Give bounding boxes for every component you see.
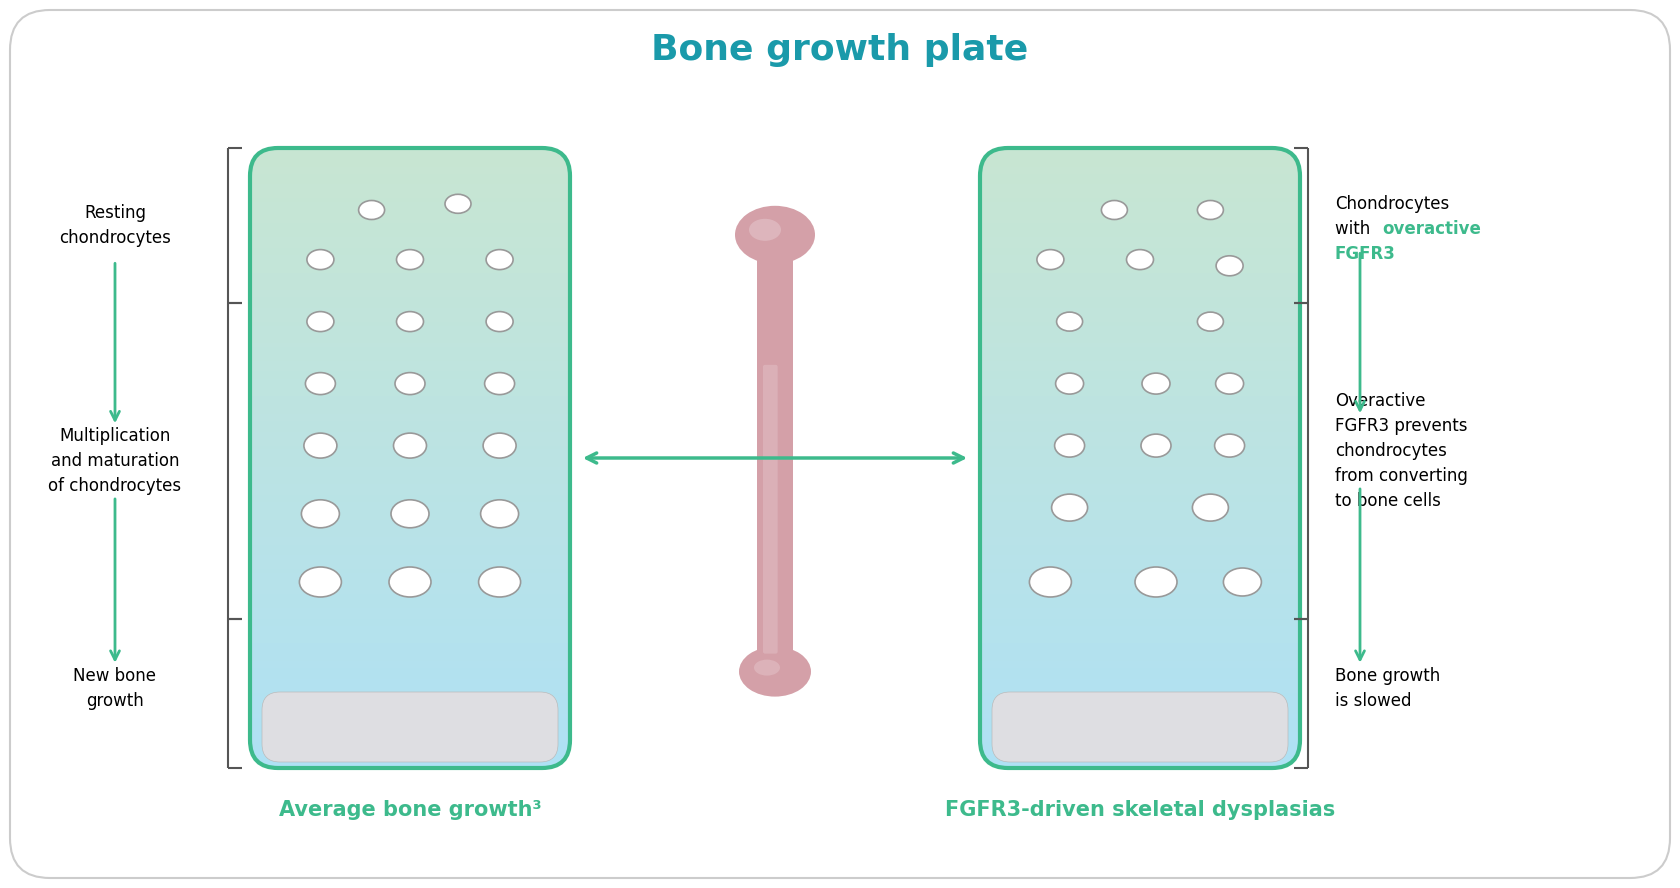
Ellipse shape bbox=[479, 567, 521, 597]
Ellipse shape bbox=[1030, 567, 1072, 597]
FancyBboxPatch shape bbox=[262, 692, 558, 762]
Ellipse shape bbox=[754, 660, 780, 676]
Ellipse shape bbox=[301, 500, 339, 527]
Ellipse shape bbox=[299, 567, 341, 597]
Text: Bone growth
is slowed: Bone growth is slowed bbox=[1336, 667, 1440, 710]
Ellipse shape bbox=[484, 373, 514, 394]
Text: Bone growth plate: Bone growth plate bbox=[652, 33, 1028, 67]
Text: Average bone growth³: Average bone growth³ bbox=[279, 800, 541, 820]
Ellipse shape bbox=[307, 250, 334, 270]
Ellipse shape bbox=[1223, 568, 1262, 596]
Ellipse shape bbox=[1052, 494, 1087, 521]
Ellipse shape bbox=[1141, 434, 1171, 457]
Ellipse shape bbox=[1102, 201, 1127, 219]
Ellipse shape bbox=[393, 433, 427, 458]
FancyBboxPatch shape bbox=[763, 365, 778, 654]
Ellipse shape bbox=[1055, 373, 1084, 394]
Text: FGFR3: FGFR3 bbox=[1336, 244, 1396, 263]
Ellipse shape bbox=[1055, 434, 1085, 457]
Ellipse shape bbox=[1216, 256, 1243, 276]
Text: Multiplication
and maturation
of chondrocytes: Multiplication and maturation of chondro… bbox=[49, 427, 181, 496]
Ellipse shape bbox=[1193, 494, 1228, 521]
Text: with: with bbox=[1336, 219, 1376, 237]
FancyBboxPatch shape bbox=[758, 250, 793, 666]
Ellipse shape bbox=[396, 312, 423, 331]
Text: New bone
growth: New bone growth bbox=[74, 667, 156, 710]
Ellipse shape bbox=[749, 218, 781, 241]
Ellipse shape bbox=[1198, 201, 1223, 219]
Text: overactive: overactive bbox=[1383, 219, 1480, 237]
Ellipse shape bbox=[484, 433, 516, 458]
Ellipse shape bbox=[1216, 373, 1243, 394]
Ellipse shape bbox=[1057, 312, 1082, 331]
Ellipse shape bbox=[304, 433, 338, 458]
Ellipse shape bbox=[480, 500, 519, 527]
Ellipse shape bbox=[358, 201, 385, 219]
Ellipse shape bbox=[395, 373, 425, 394]
Ellipse shape bbox=[1136, 567, 1178, 597]
Ellipse shape bbox=[306, 373, 336, 394]
Text: Overactive
FGFR3 prevents
chondrocytes
from converting
to bone cells: Overactive FGFR3 prevents chondrocytes f… bbox=[1336, 392, 1468, 510]
Ellipse shape bbox=[1127, 250, 1154, 270]
Ellipse shape bbox=[1198, 312, 1223, 331]
Text: Chondrocytes: Chondrocytes bbox=[1336, 194, 1450, 212]
Ellipse shape bbox=[1142, 373, 1169, 394]
FancyBboxPatch shape bbox=[991, 692, 1289, 762]
Ellipse shape bbox=[307, 312, 334, 331]
Ellipse shape bbox=[739, 646, 811, 696]
Ellipse shape bbox=[396, 250, 423, 270]
Ellipse shape bbox=[391, 500, 428, 527]
Ellipse shape bbox=[736, 206, 815, 264]
Ellipse shape bbox=[486, 250, 512, 270]
Ellipse shape bbox=[390, 567, 432, 597]
Ellipse shape bbox=[1037, 250, 1063, 270]
Ellipse shape bbox=[445, 194, 470, 213]
Text: Resting
chondrocytes: Resting chondrocytes bbox=[59, 204, 171, 247]
Text: FGFR3-driven skeletal dysplasias: FGFR3-driven skeletal dysplasias bbox=[944, 800, 1336, 820]
Ellipse shape bbox=[1215, 434, 1245, 457]
Ellipse shape bbox=[486, 312, 512, 331]
